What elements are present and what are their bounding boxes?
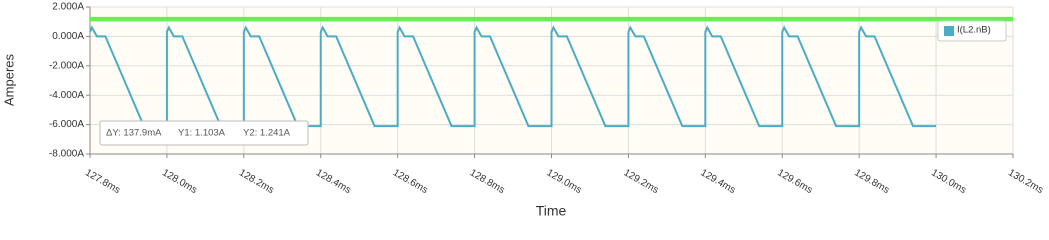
x-tick-label: 130.2ms [1006,167,1045,196]
legend-label: I(L2.nB) [957,25,991,36]
annotation-text: Y2: 1.241A [243,128,291,139]
y-tick-label: -8.000A [49,149,84,160]
x-tick-label: 129.6ms [775,167,814,196]
annotation-text: Y1: 1.103A [178,128,226,139]
y-tick-label: 0.000A [52,31,84,42]
x-tick-label: 128.8ms [468,167,507,196]
x-tick-label: 128.2ms [237,167,276,196]
x-tick-label: 128.0ms [160,167,199,196]
x-tick-label: 130.0ms [929,167,968,196]
x-tick-label: 129.4ms [699,167,738,196]
legend-swatch [944,26,954,36]
legend-box [937,20,1007,42]
chart: Amperes Time 2.000A 0.000A -2.000A -4.000A -… [1,2,1045,219]
x-tick-label: 129.8ms [852,167,891,196]
x-axis-label: Time [536,203,567,219]
y-tick-label: -6.000A [49,119,84,130]
y-axis-label: Amperes [1,53,16,106]
x-tick-label: 129.0ms [545,167,584,196]
x-tick-label: 127.8ms [83,167,122,196]
x-tick-label: 129.2ms [622,167,661,196]
y-tick-label: -4.000A [49,90,84,101]
annotation-box [99,120,309,146]
y-tick-label: -2.000A [49,60,84,71]
x-tick-label: 128.6ms [391,167,430,196]
y-tick-label: 2.000A [52,2,84,13]
annotation-text: ΔY: 137.9mA [106,128,162,139]
x-tick-label: 128.4ms [314,167,353,196]
